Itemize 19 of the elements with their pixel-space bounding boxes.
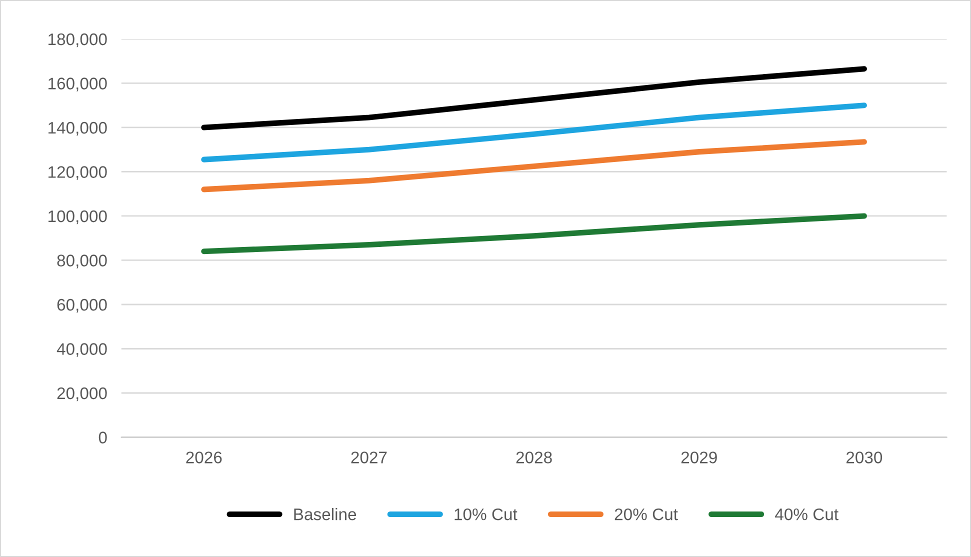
- x-tick-label: 2028: [516, 452, 552, 464]
- x-tick-label: 2030: [846, 452, 882, 464]
- y-tick-label: 20,000: [57, 387, 107, 402]
- legend-label: 10% Cut: [454, 508, 518, 520]
- y-tick-label: 180,000: [48, 33, 107, 48]
- x-tick-label: 2027: [351, 452, 387, 464]
- y-tick-label: 140,000: [48, 122, 107, 136]
- y-tick-label: 0: [98, 432, 107, 444]
- legend-label: 40% Cut: [775, 508, 838, 520]
- y-tick-label: 80,000: [57, 254, 107, 268]
- y-tick-label: 100,000: [48, 210, 107, 224]
- x-tick-label: 2029: [681, 452, 717, 464]
- y-tick-label: 160,000: [48, 78, 107, 92]
- x-tick-label: 2026: [186, 452, 222, 464]
- legend-label: 20% Cut: [614, 508, 678, 520]
- y-tick-label: 60,000: [57, 298, 107, 313]
- legend-label: Baseline: [294, 508, 356, 520]
- y-tick-label: 40,000: [56, 343, 107, 357]
- y-tick-label: 120,000: [48, 166, 107, 180]
